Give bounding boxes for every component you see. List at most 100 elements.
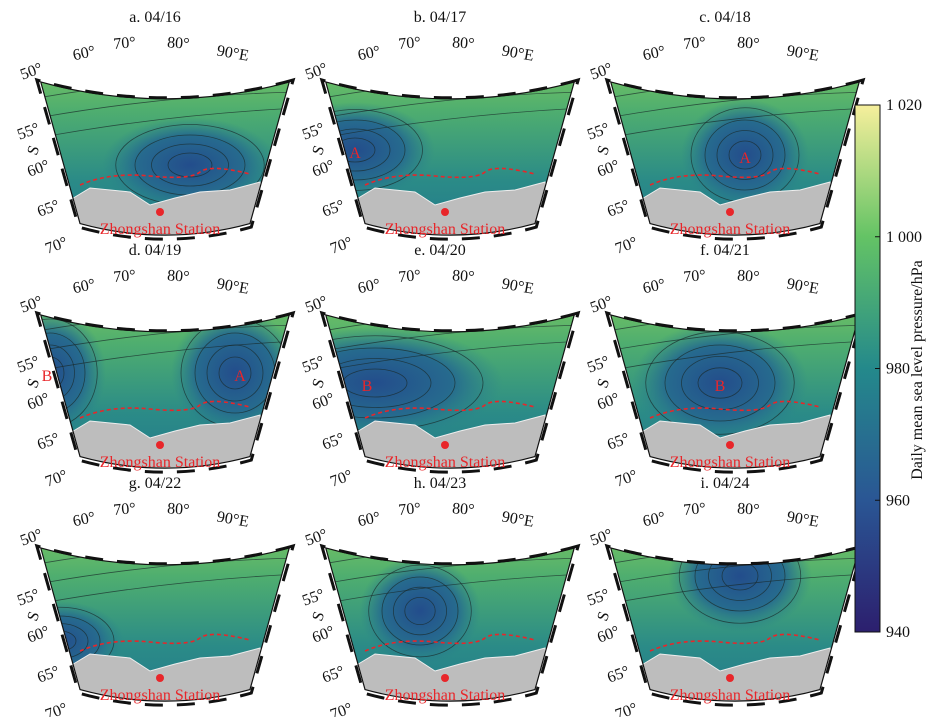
land: [59, 647, 271, 702]
longitude-label: 70°: [398, 34, 422, 53]
longitude-label: 90°E: [500, 275, 535, 297]
contour: [325, 347, 456, 419]
contour: [610, 324, 860, 359]
sea-ice-edge: [364, 400, 536, 419]
contour: [610, 107, 860, 146]
map-frame-outer: [604, 543, 866, 707]
latitude-label: 55°: [300, 120, 327, 144]
contour: [610, 557, 860, 592]
latitude-hemisphere: S: [594, 609, 613, 623]
longitude-label: 60°: [356, 43, 381, 64]
latitude-label: 70°: [613, 467, 640, 491]
longitude-label: 60°: [641, 43, 666, 64]
colorbar-tick-label: 980: [886, 361, 910, 378]
panel-title: a. 04/16: [129, 9, 181, 26]
pressure-centre-label: A: [234, 368, 246, 385]
sea-ice-edge: [79, 633, 251, 652]
map-panel: d. 04/19 60° 70° 80° 90°E 50° 55° 60° 65° 70° SB A Z…: [15, 242, 296, 491]
longitude-label: 70°: [113, 34, 137, 53]
contour: [40, 91, 290, 126]
map-panel: h. 04/23 60° 70° 80° 90°E 50° 55° 60° 65° 70° S Zho…: [300, 475, 581, 722]
land: [344, 181, 556, 236]
longitude-label: 60°: [71, 509, 96, 530]
contour: [40, 81, 290, 86]
latitude-label: 50°: [303, 60, 330, 84]
contour: [393, 586, 448, 636]
latitude-label: 65°: [35, 430, 62, 454]
low-centre: [632, 322, 808, 444]
longitude-label: 60°: [641, 509, 666, 530]
latitude-hemisphere: S: [594, 376, 613, 390]
latitude-label: 70°: [328, 700, 355, 717]
contour: [610, 91, 860, 126]
contour: [167, 152, 213, 178]
panel-title: f. 04/21: [700, 242, 750, 259]
latitude-hemisphere: S: [309, 609, 328, 623]
longitude-label: 60°: [71, 43, 96, 64]
pressure-centre-label: A: [739, 150, 751, 167]
latitude-hemisphere: S: [309, 143, 328, 157]
map-frame-outer: [319, 310, 581, 474]
latitude-label: 55°: [585, 586, 612, 610]
low-centre: [668, 547, 812, 632]
panel-title: g. 04/22: [129, 475, 181, 492]
latitude-label: 70°: [613, 700, 640, 717]
latitude-label: 65°: [35, 663, 62, 687]
contour: [694, 547, 786, 612]
low-centre: [681, 99, 809, 211]
contour: [610, 81, 860, 86]
sea-ice-edge: [649, 167, 821, 186]
longitude-label: 80°: [167, 267, 191, 286]
latitude-label: 55°: [585, 120, 612, 144]
land: [629, 647, 841, 702]
map-panel: c. 04/18 60° 70° 80° 90°E 50° 55° 60° 65° 70° S A Zh…: [585, 9, 866, 258]
latitude-label: 65°: [605, 663, 632, 687]
longitude-label: 70°: [398, 500, 422, 519]
longitude-label: 70°: [683, 500, 707, 519]
panel-title: c. 04/18: [699, 9, 751, 26]
sea-ice-edge: [364, 633, 536, 652]
longitude-label: 70°: [683, 34, 707, 53]
longitude-label: 90°E: [785, 508, 820, 530]
longitude-label: 80°: [452, 500, 476, 519]
contour: [40, 314, 290, 319]
longitude-label: 80°: [167, 34, 191, 53]
latitude-label: 70°: [43, 467, 70, 491]
panel-title: d. 04/19: [129, 242, 181, 259]
pressure-centre-label: A: [349, 145, 361, 162]
map-panel: g. 04/22 60° 70° 80° 90°E 50° 55° 60° 65° 70° S Zho…: [15, 475, 296, 722]
latitude-label: 60°: [25, 157, 52, 181]
longitude-label: 80°: [737, 34, 761, 53]
latitude-label: 65°: [35, 197, 62, 221]
latitude-label: 50°: [588, 293, 615, 317]
sea-ice-edge: [364, 167, 536, 186]
latitude-hemisphere: S: [594, 143, 613, 157]
latitude-hemisphere: S: [24, 609, 43, 623]
land: [344, 414, 556, 469]
pressure-centre-label: B: [42, 368, 53, 385]
contour: [381, 576, 459, 646]
longitude-label: 90°E: [215, 42, 250, 64]
latitude-label: 60°: [25, 623, 52, 647]
longitude-label: 90°E: [500, 42, 535, 64]
latitude-label: 60°: [595, 157, 622, 181]
panel-title: i. 04/24: [701, 475, 750, 492]
sea-ice-edge: [649, 633, 821, 652]
contour: [697, 367, 743, 399]
station-label: Zhongshan Station: [385, 687, 505, 704]
contour: [325, 314, 575, 319]
contour: [40, 573, 290, 612]
latitude-label: 65°: [605, 430, 632, 454]
contour: [40, 107, 290, 146]
contour: [678, 547, 802, 624]
longitude-label: 60°: [71, 276, 96, 297]
station-label: Zhongshan Station: [385, 221, 505, 238]
land: [344, 647, 556, 702]
land: [629, 414, 841, 469]
land: [59, 414, 271, 469]
pressure-centre-label: B: [362, 378, 373, 395]
map-frame-outer: [34, 543, 296, 707]
station-marker: [441, 674, 449, 682]
station-marker: [156, 441, 164, 449]
